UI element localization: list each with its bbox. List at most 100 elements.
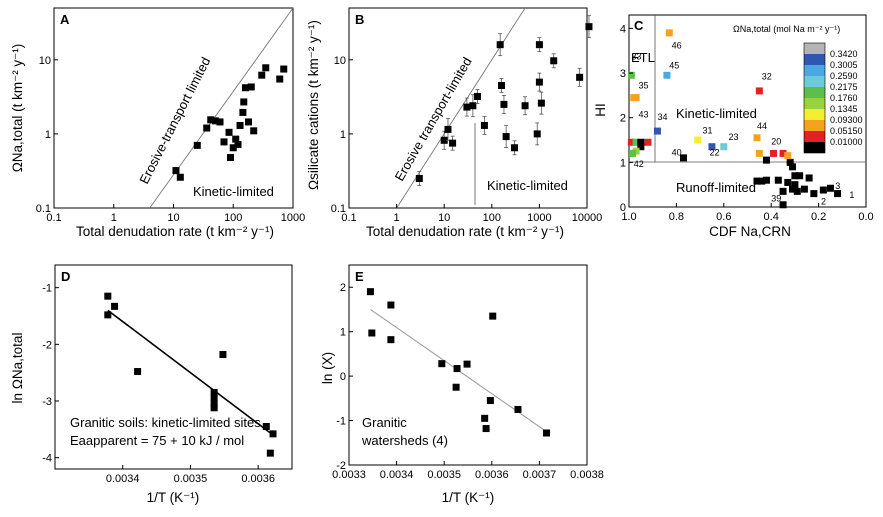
panel-c-black-point-14 <box>791 181 799 189</box>
panel-c-x-ticks: 1.0 0.8 0.6 0.4 0.2 0.0 <box>621 203 874 223</box>
panel-c-colorbar-swatch-4 <box>804 87 825 98</box>
panel-c-points: 33 35 43 46 45 34 31 23 22 40 42 44 20 32 39 32 1 <box>627 29 854 209</box>
panel-c-black-point-0 <box>637 143 645 151</box>
panel-a-point-12 <box>234 140 242 148</box>
panel-d-annotation-line2: Eaapparent = 75 + 10 kJ / mol <box>70 433 244 448</box>
panel-a-y-ticks: 0.1 1 10 <box>36 55 58 215</box>
panel-b-x-label: Total denudation rate (t km⁻² y⁻¹) <box>366 224 564 239</box>
panel-d-y-tick-0-label: -1 <box>42 283 52 295</box>
panel-b-point-9 <box>498 81 506 89</box>
panel-b-y-tick-1-label: 1 <box>340 129 346 141</box>
panel-a-x-tick-4-label: 1000 <box>281 212 305 224</box>
panel-e-annotation-line2: watersheds (4) <box>361 433 448 448</box>
panel-d-point-5 <box>210 394 218 402</box>
panel-a-point-9 <box>227 154 235 162</box>
panel-b-point-7 <box>480 121 488 129</box>
panel-c-colorbar-swatch-0 <box>804 43 825 54</box>
panel-a-point-0 <box>172 167 180 175</box>
panel-c-frame <box>628 14 867 208</box>
panel-e-point-10 <box>486 397 494 405</box>
panel-c-colorbar-label-3: 0.2175 <box>830 82 858 92</box>
panel-c-y-tick-4-label: 4 <box>620 23 626 35</box>
panel-a-point-17 <box>245 118 253 126</box>
panel-e-point-9 <box>482 425 490 433</box>
panel-c-point-label-35: 35 <box>638 81 648 91</box>
panel-c-point-label-40: 40 <box>672 148 682 158</box>
panel-a-point-21 <box>262 64 270 72</box>
panel-c-colorbar-label-8: 0.01000 <box>830 137 863 147</box>
panel-c-colored-point-15 <box>627 138 635 146</box>
panel-d-point-4 <box>210 389 218 396</box>
panel-c-colored-point-12 <box>755 87 763 95</box>
panel-c-colored-point-17 <box>632 147 640 155</box>
panel-c-point-label-20: 20 <box>771 136 781 146</box>
panel-b-label: B <box>355 12 364 27</box>
panel-d-fit-line <box>107 309 274 436</box>
panel-e-x-ticks: 0.0033 0.0034 0.0035 0.0036 0.0037 0.0038 <box>332 461 604 481</box>
panel-c-colorbar-swatch-5 <box>804 98 825 109</box>
panel-a-x-tick-0-label: 0.1 <box>46 212 61 224</box>
panel-a-x-tick-2-label: 10 <box>167 212 179 224</box>
panel-d-x-tick-0-label: 0.0034 <box>106 473 140 485</box>
panel-b-point-3 <box>449 139 457 147</box>
panel-c-black-point-1 <box>680 154 688 162</box>
panel-c-colorbar-swatch-9 <box>804 142 825 153</box>
panel-c-point-label-3: 3 <box>835 181 840 191</box>
panel-b-annotation-kinetic: Kinetic-limited <box>487 178 568 193</box>
panel-c-y-label: HI <box>593 103 608 117</box>
panel-d-point-8 <box>219 351 227 359</box>
panel-a-point-2 <box>193 141 201 149</box>
panel-a-points <box>172 64 288 181</box>
panel-b-x-tick-0-label: 0.1 <box>341 212 356 224</box>
panel-c-point-label-45: 45 <box>669 61 679 71</box>
panel-e-x-tick-5-label: 0.0038 <box>570 469 604 481</box>
panel-e-y-tick-2-label: 0 <box>340 371 346 383</box>
panel-b-y-ticks: 0.1 1 10 <box>331 55 353 215</box>
panel-c-x-tick-3-label: 0.4 <box>764 211 779 223</box>
panel-c-point-label-31: 31 <box>702 125 712 135</box>
panel-e-y-ticks: -2 -1 0 1 2 <box>336 282 353 472</box>
panel-d-points <box>104 292 277 457</box>
panel-c-point-label-39: 39 <box>771 194 781 204</box>
panel-c-label: C <box>634 18 644 33</box>
panel-a-point-1 <box>176 173 184 181</box>
panel-d-frame <box>54 264 293 470</box>
panel-c-black-point-6 <box>758 177 766 185</box>
panel-e-point-0 <box>366 288 374 296</box>
panel-c-colorbar-outline <box>803 42 826 154</box>
panel-e-point-13 <box>543 429 551 437</box>
panel-b-point-4 <box>463 103 471 111</box>
panel-b-x-tick-2-label: 10 <box>438 212 450 224</box>
panel-e-point-4 <box>438 360 446 368</box>
panel-c-colorbar-title: ΩNa,total (mol Na m⁻² y⁻¹) <box>733 24 840 34</box>
panel-e-point-6 <box>453 365 461 373</box>
panel-b-point-19 <box>576 73 584 81</box>
panel-c-point-label-32: 32 <box>762 72 772 82</box>
panel-c-colorbar-label-6: 0.09300 <box>830 115 863 125</box>
panel-a-point-18 <box>247 83 255 91</box>
panel-b-point-11 <box>502 133 510 141</box>
panel-d-point-1 <box>104 311 112 319</box>
panel-c-y-tick-2-label: 2 <box>620 113 626 125</box>
panel-b-y-tick-2-label: 10 <box>334 55 346 67</box>
panel-c-point-label-34: 34 <box>657 112 667 122</box>
panel-c-colorbar-label-4: 0.1760 <box>830 93 858 103</box>
panel-d-y-tick-3-label: -4 <box>42 453 52 465</box>
panel-c-region-runoff: Runoff-limited <box>676 180 756 195</box>
panel-c-y-tick-1-label: 1 <box>620 157 626 169</box>
panel-c-colorbar-label-1: 0.3005 <box>830 60 858 70</box>
panel-e-point-2 <box>387 301 395 309</box>
panel-b-x-tick-3-label: 100 <box>483 212 501 224</box>
panel-a-point-22 <box>276 75 284 83</box>
panel-e-points <box>366 288 551 437</box>
panel-a-point-4 <box>207 116 215 124</box>
panel-c-colored-point-19 <box>644 138 652 146</box>
panel-c-point-label-33: 33 <box>631 52 641 62</box>
panel-d-point-11 <box>269 430 277 438</box>
panel-c-x-tick-0-label: 1.0 <box>621 211 636 223</box>
panel-d-point-9 <box>262 423 270 430</box>
panel-d-point-6 <box>210 400 218 408</box>
panel-a-point-19 <box>250 127 258 135</box>
panel-c-colored-point-11 <box>770 149 778 157</box>
